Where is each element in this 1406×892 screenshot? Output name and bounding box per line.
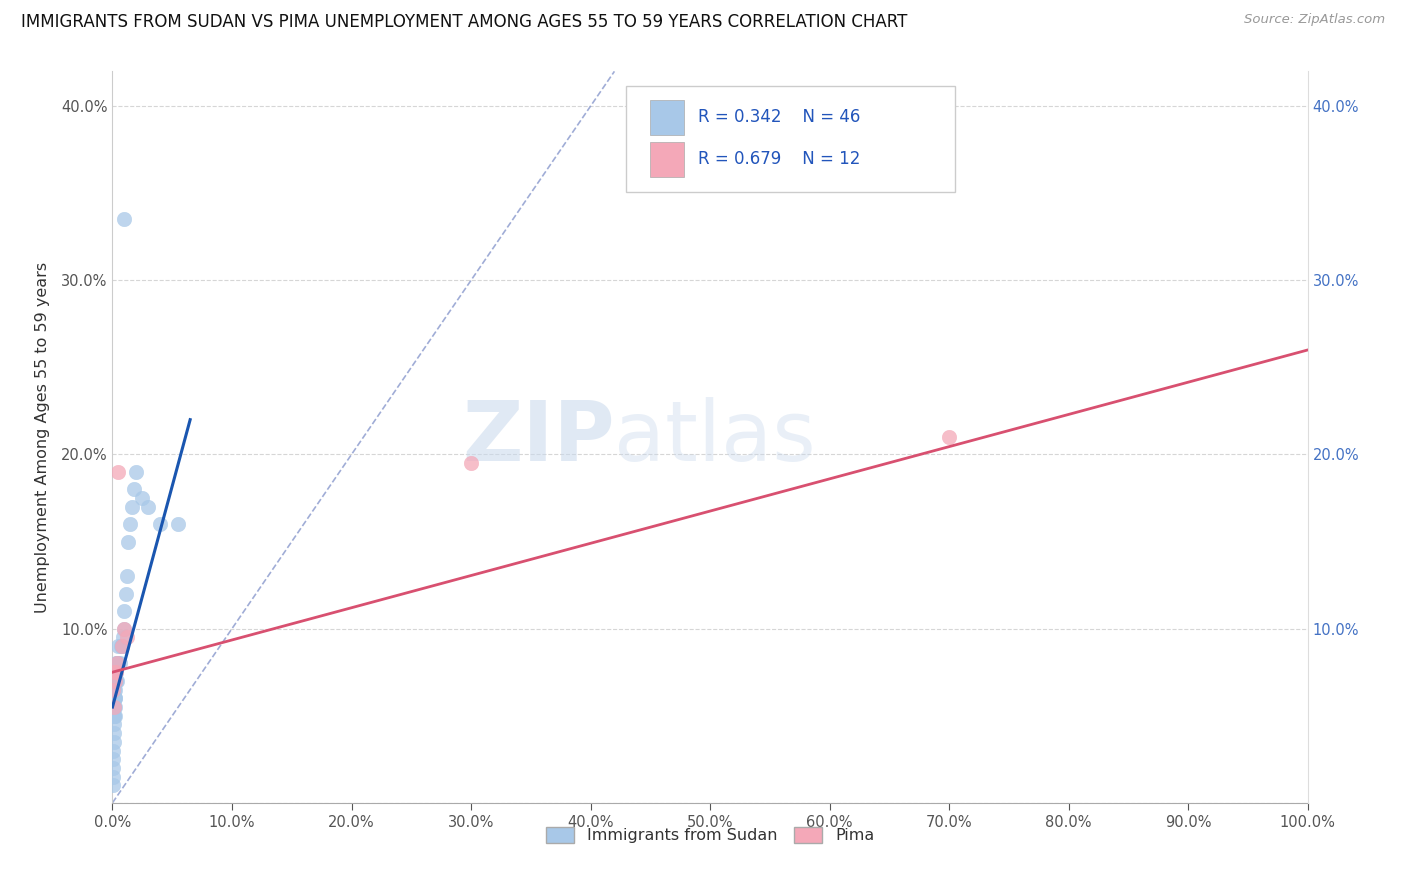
- FancyBboxPatch shape: [651, 142, 683, 177]
- Point: [103, 735, 125, 749]
- FancyBboxPatch shape: [651, 100, 683, 135]
- Point: [105, 657, 128, 671]
- Point: [103, 752, 125, 766]
- Point: [111, 639, 134, 653]
- Point: [103, 665, 125, 680]
- Point: [131, 491, 153, 505]
- Point: [103, 682, 125, 697]
- Point: [120, 517, 142, 532]
- Point: [103, 717, 125, 731]
- Point: [114, 587, 136, 601]
- Point: [103, 770, 125, 784]
- Point: [107, 639, 129, 653]
- Point: [115, 569, 138, 583]
- Point: [107, 465, 129, 479]
- Point: [103, 691, 125, 706]
- Point: [105, 665, 128, 680]
- Point: [149, 517, 172, 532]
- Point: [105, 657, 128, 671]
- Text: ZIP: ZIP: [463, 397, 614, 477]
- Point: [114, 604, 135, 618]
- Point: [104, 708, 127, 723]
- Point: [121, 500, 143, 514]
- Point: [105, 657, 128, 671]
- Point: [122, 483, 145, 497]
- Point: [114, 212, 135, 227]
- Point: [104, 691, 127, 706]
- Point: [103, 700, 125, 714]
- Point: [110, 639, 132, 653]
- Text: atlas: atlas: [614, 397, 815, 477]
- Point: [101, 682, 124, 697]
- Text: R = 0.679    N = 12: R = 0.679 N = 12: [699, 150, 860, 168]
- Point: [103, 700, 125, 714]
- Y-axis label: Unemployment Among Ages 55 to 59 years: Unemployment Among Ages 55 to 59 years: [35, 261, 49, 613]
- Point: [114, 622, 135, 636]
- Point: [103, 726, 125, 740]
- Point: [103, 743, 125, 757]
- Text: IMMIGRANTS FROM SUDAN VS PIMA UNEMPLOYMENT AMONG AGES 55 TO 59 YEARS CORRELATION: IMMIGRANTS FROM SUDAN VS PIMA UNEMPLOYME…: [21, 13, 907, 31]
- Point: [938, 430, 960, 444]
- Point: [117, 534, 139, 549]
- Point: [104, 673, 127, 688]
- Point: [112, 631, 135, 645]
- FancyBboxPatch shape: [627, 86, 955, 192]
- Point: [114, 622, 135, 636]
- Legend: Immigrants from Sudan, Pima: Immigrants from Sudan, Pima: [540, 821, 880, 850]
- Point: [104, 673, 127, 688]
- Point: [101, 761, 124, 775]
- Point: [138, 500, 160, 514]
- Point: [103, 700, 125, 714]
- Point: [103, 691, 125, 706]
- Point: [111, 639, 134, 653]
- Text: Source: ZipAtlas.com: Source: ZipAtlas.com: [1244, 13, 1385, 27]
- Point: [105, 673, 128, 688]
- Point: [460, 456, 482, 470]
- Point: [167, 517, 190, 532]
- Point: [125, 465, 148, 479]
- Point: [104, 682, 127, 697]
- Point: [104, 691, 127, 706]
- Point: [107, 657, 129, 671]
- Point: [104, 700, 127, 714]
- Point: [105, 665, 128, 680]
- Point: [103, 708, 125, 723]
- Text: R = 0.342    N = 46: R = 0.342 N = 46: [699, 109, 860, 127]
- Point: [103, 708, 125, 723]
- Point: [101, 778, 124, 792]
- Point: [108, 657, 131, 671]
- Point: [105, 673, 128, 688]
- Point: [115, 631, 138, 645]
